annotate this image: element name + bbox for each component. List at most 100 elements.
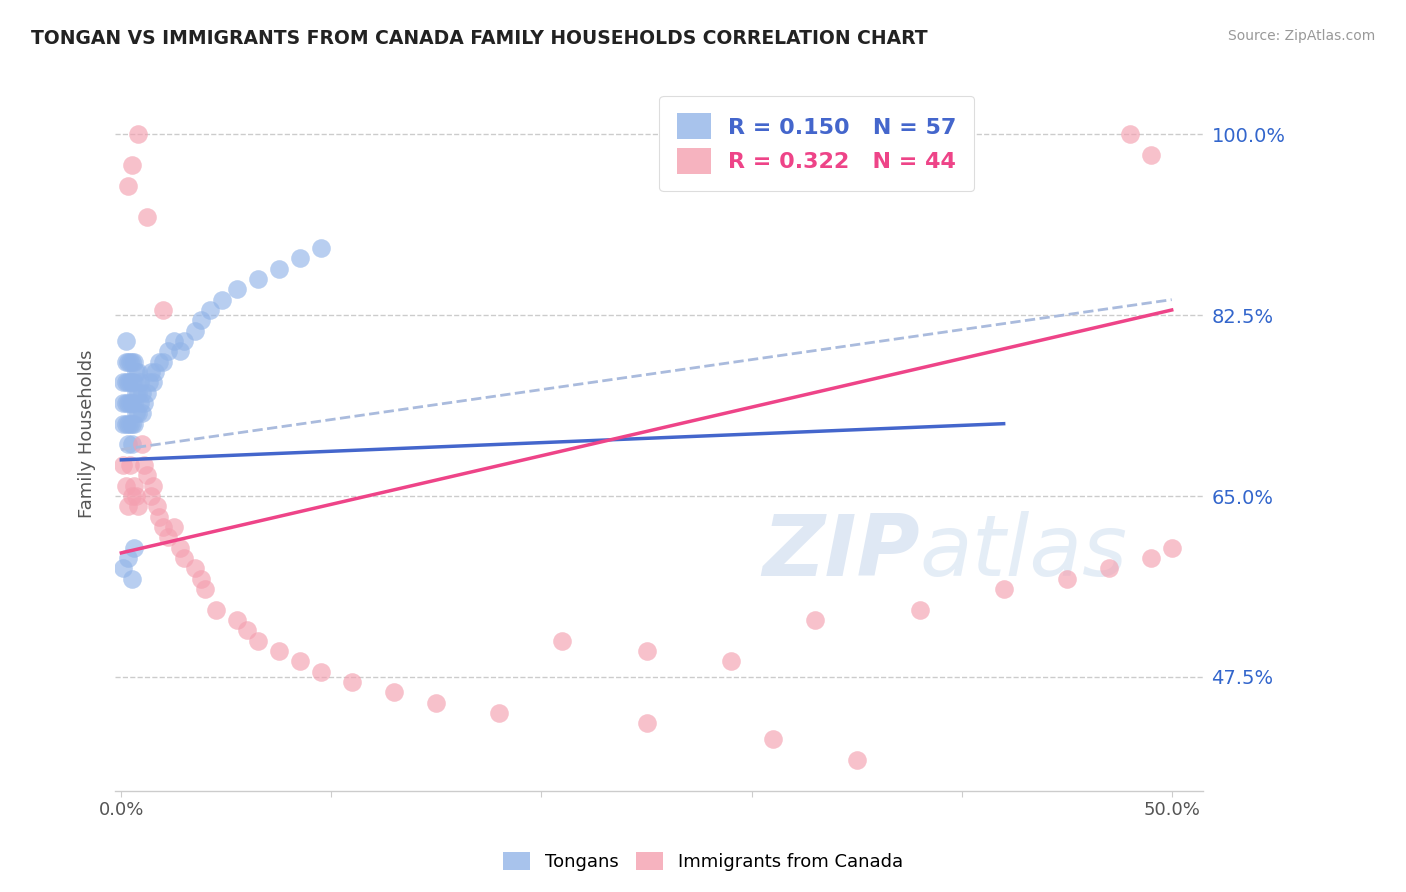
Point	[125, 489, 148, 503]
Point	[138, 376, 160, 390]
Text: atlas: atlas	[920, 511, 1128, 594]
Point	[288, 654, 311, 668]
Point	[122, 354, 145, 368]
Point	[114, 354, 136, 368]
Point	[122, 376, 145, 390]
Point	[173, 551, 195, 566]
Point	[142, 376, 165, 390]
Point	[152, 354, 174, 368]
Point	[129, 396, 152, 410]
Point	[112, 376, 135, 390]
Point	[156, 530, 179, 544]
Point	[267, 644, 290, 658]
Point	[148, 354, 170, 368]
Point	[1139, 551, 1161, 566]
Legend: R = 0.150   N = 57, R = 0.322   N = 44: R = 0.150 N = 57, R = 0.322 N = 44	[659, 95, 974, 192]
Point	[117, 500, 139, 514]
Point	[143, 365, 166, 379]
Point	[131, 385, 153, 400]
Point	[156, 344, 179, 359]
Point	[129, 376, 152, 390]
Point	[118, 354, 141, 368]
Point	[117, 396, 139, 410]
Point	[121, 417, 143, 431]
Text: Source: ZipAtlas.com: Source: ZipAtlas.com	[1227, 29, 1375, 43]
Point	[148, 509, 170, 524]
Point	[114, 396, 136, 410]
Point	[122, 479, 145, 493]
Point	[112, 458, 135, 472]
Point	[127, 365, 149, 379]
Point	[127, 406, 149, 420]
Point	[114, 376, 136, 390]
Point	[194, 582, 217, 596]
Point	[139, 365, 162, 379]
Point	[152, 520, 174, 534]
Point	[205, 603, 228, 617]
Point	[211, 293, 233, 307]
Point	[169, 344, 191, 359]
Point	[636, 644, 658, 658]
Point	[118, 417, 141, 431]
Point	[127, 500, 149, 514]
Point	[139, 489, 162, 503]
Point	[114, 334, 136, 348]
Point	[118, 376, 141, 390]
Text: TONGAN VS IMMIGRANTS FROM CANADA FAMILY HOUSEHOLDS CORRELATION CHART: TONGAN VS IMMIGRANTS FROM CANADA FAMILY …	[31, 29, 928, 47]
Point	[309, 241, 332, 255]
Point	[118, 396, 141, 410]
Point	[225, 613, 247, 627]
Point	[114, 417, 136, 431]
Point	[125, 365, 148, 379]
Point	[125, 385, 148, 400]
Point	[190, 572, 212, 586]
Point	[121, 396, 143, 410]
Point	[163, 334, 186, 348]
Point	[142, 479, 165, 493]
Point	[1098, 561, 1121, 575]
Point	[131, 437, 153, 451]
Point	[125, 406, 148, 420]
Point	[121, 158, 143, 172]
Point	[225, 282, 247, 296]
Point	[121, 354, 143, 368]
Point	[117, 417, 139, 431]
Point	[152, 303, 174, 318]
Point	[267, 261, 290, 276]
Point	[1160, 541, 1182, 555]
Point	[1139, 148, 1161, 162]
Point	[135, 468, 157, 483]
Point	[384, 685, 406, 699]
Point	[309, 665, 332, 679]
Point	[184, 324, 207, 338]
Point	[135, 385, 157, 400]
Point	[112, 417, 135, 431]
Point	[236, 624, 259, 638]
Point	[908, 603, 931, 617]
Point	[1056, 572, 1078, 586]
Point	[173, 334, 195, 348]
Point	[198, 303, 221, 318]
Point	[127, 128, 149, 142]
Point	[121, 437, 143, 451]
Point	[117, 551, 139, 566]
Point	[127, 385, 149, 400]
Point	[121, 572, 143, 586]
Point	[246, 633, 269, 648]
Point	[117, 437, 139, 451]
Point	[993, 582, 1015, 596]
Point	[342, 675, 364, 690]
Point	[551, 633, 574, 648]
Point	[122, 396, 145, 410]
Point	[246, 272, 269, 286]
Y-axis label: Family Households: Family Households	[79, 350, 96, 518]
Point	[121, 489, 143, 503]
Point	[122, 417, 145, 431]
Point	[117, 354, 139, 368]
Point	[425, 696, 447, 710]
Point	[288, 252, 311, 266]
Point	[122, 541, 145, 555]
Point	[114, 479, 136, 493]
Point	[117, 376, 139, 390]
Point	[190, 313, 212, 327]
